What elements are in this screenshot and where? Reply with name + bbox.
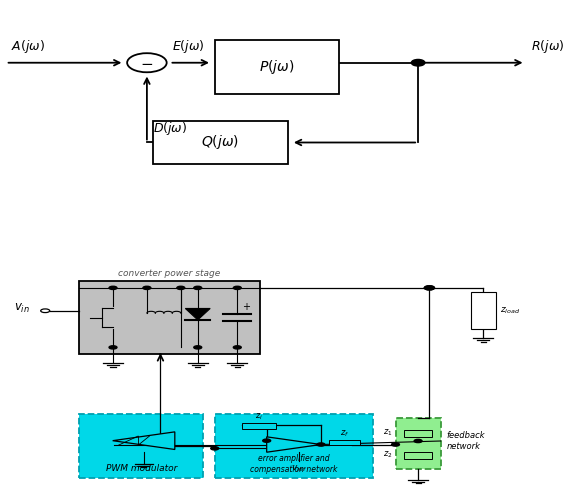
Circle shape <box>109 286 117 289</box>
Text: $z_f$: $z_f$ <box>340 428 349 439</box>
FancyBboxPatch shape <box>242 423 276 429</box>
FancyBboxPatch shape <box>329 440 360 445</box>
Circle shape <box>109 346 117 349</box>
FancyBboxPatch shape <box>396 418 441 468</box>
Circle shape <box>317 443 325 446</box>
Circle shape <box>177 286 185 289</box>
Circle shape <box>194 346 202 349</box>
Text: $P(j\omega)$: $P(j\omega)$ <box>259 58 294 76</box>
Text: $v_{in}$: $v_{in}$ <box>14 302 30 315</box>
Polygon shape <box>112 432 175 450</box>
Text: error amplifier and
compensation network: error amplifier and compensation network <box>250 454 337 474</box>
Text: feedback
network: feedback network <box>446 431 485 450</box>
Circle shape <box>263 439 271 442</box>
Polygon shape <box>267 437 321 452</box>
Text: $z_1$: $z_1$ <box>383 427 393 438</box>
Circle shape <box>143 286 151 289</box>
FancyBboxPatch shape <box>471 292 496 329</box>
FancyBboxPatch shape <box>79 281 260 354</box>
Text: PWM modulator: PWM modulator <box>106 464 177 473</box>
Text: +: + <box>242 302 250 312</box>
Text: $E(j\omega)$: $E(j\omega)$ <box>172 37 205 55</box>
Circle shape <box>194 286 202 289</box>
Text: $v_{ref}$: $v_{ref}$ <box>291 464 308 474</box>
FancyBboxPatch shape <box>79 414 203 478</box>
Text: $R(j\omega)$: $R(j\omega)$ <box>531 37 564 55</box>
FancyBboxPatch shape <box>215 39 339 94</box>
Circle shape <box>424 286 434 290</box>
Circle shape <box>211 447 219 450</box>
Text: $z_2$: $z_2$ <box>383 450 393 460</box>
Text: $-$: $-$ <box>140 55 154 70</box>
Circle shape <box>414 439 422 443</box>
Circle shape <box>411 59 425 66</box>
FancyBboxPatch shape <box>404 452 432 459</box>
FancyBboxPatch shape <box>404 430 432 436</box>
FancyBboxPatch shape <box>153 121 288 164</box>
Polygon shape <box>185 308 210 320</box>
Circle shape <box>233 346 241 349</box>
Text: $Q(j\omega)$: $Q(j\omega)$ <box>201 133 240 151</box>
FancyBboxPatch shape <box>215 414 373 478</box>
Text: $z_i$: $z_i$ <box>255 412 263 422</box>
Text: $z_{load}$: $z_{load}$ <box>500 305 520 316</box>
Circle shape <box>392 443 399 446</box>
Text: $D(j\omega)$: $D(j\omega)$ <box>153 120 187 137</box>
Circle shape <box>233 286 241 289</box>
Text: converter power stage: converter power stage <box>119 268 220 278</box>
Text: $A(j\omega)$: $A(j\omega)$ <box>11 37 45 55</box>
